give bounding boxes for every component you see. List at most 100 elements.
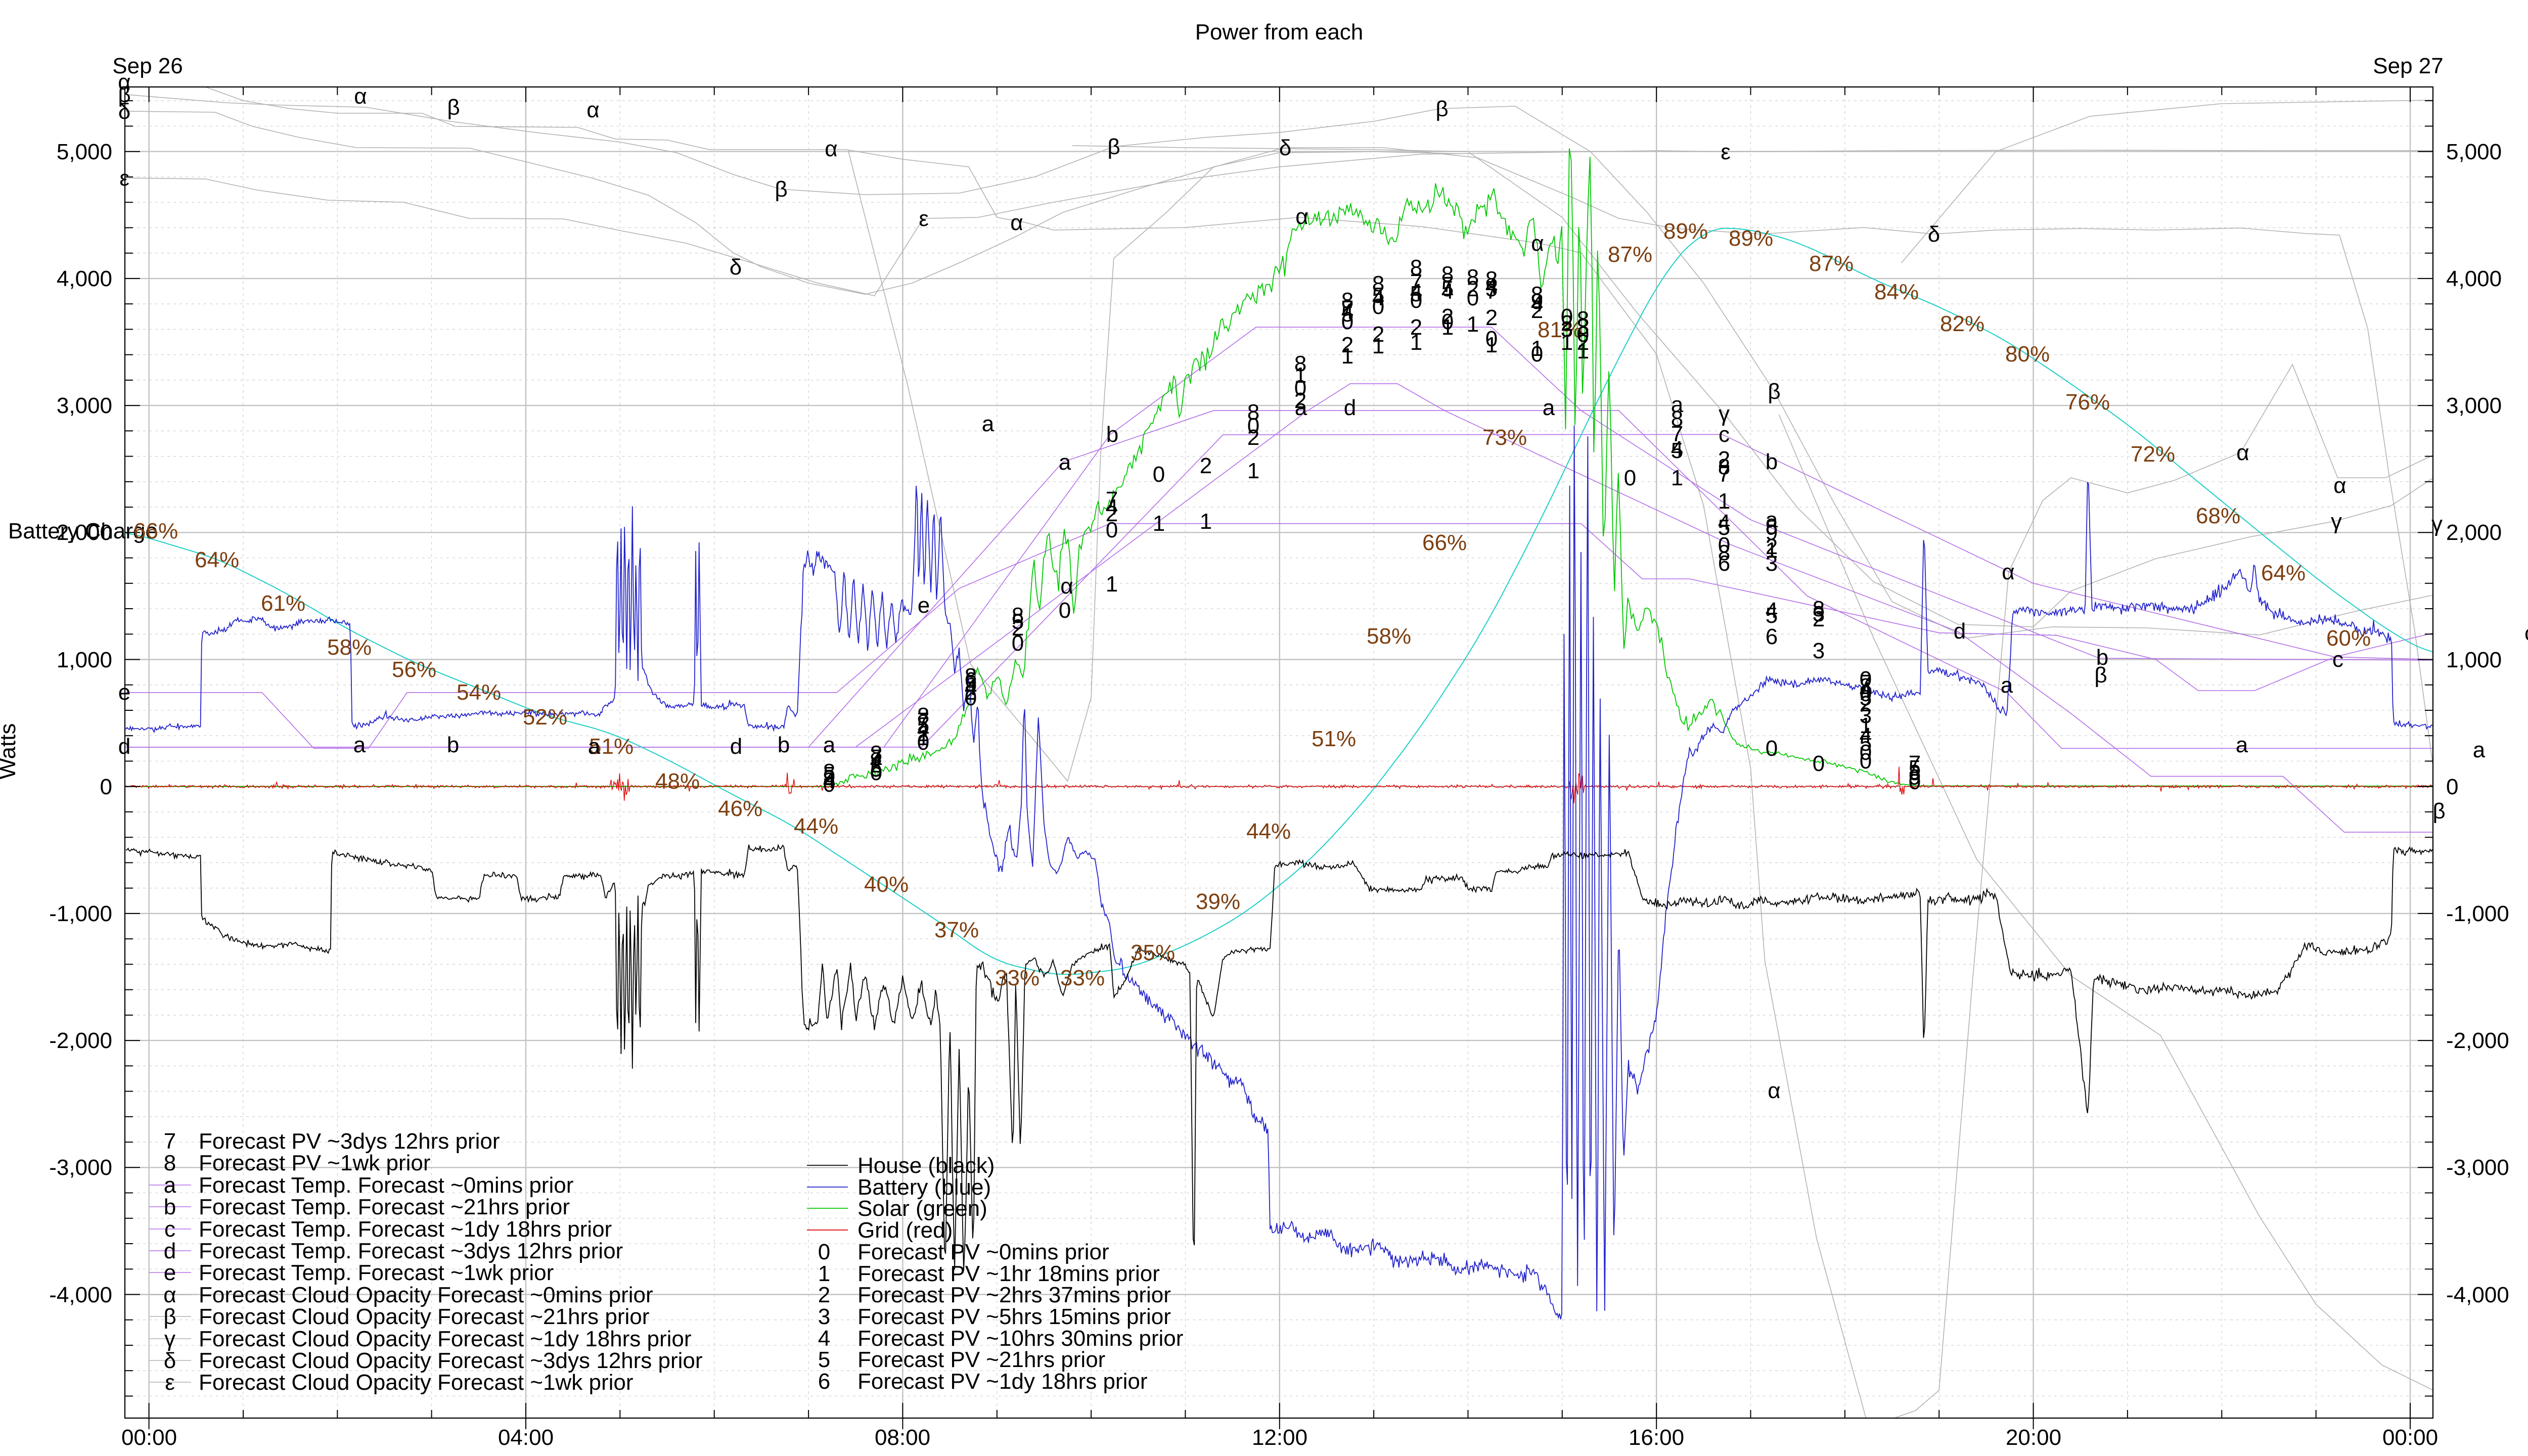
svg-text:4: 4 bbox=[1441, 279, 1454, 304]
svg-text:16:00: 16:00 bbox=[1629, 1425, 1684, 1450]
svg-text:5: 5 bbox=[870, 757, 882, 782]
svg-text:0: 0 bbox=[1860, 749, 1872, 774]
svg-text:58%: 58% bbox=[1367, 624, 1411, 649]
svg-text:1: 1 bbox=[1294, 363, 1306, 388]
svg-text:a: a bbox=[1543, 395, 1555, 420]
svg-text:4: 4 bbox=[1671, 437, 1683, 462]
svg-text:1: 1 bbox=[1106, 572, 1118, 597]
svg-text:β: β bbox=[118, 82, 130, 107]
svg-text:0: 0 bbox=[1247, 414, 1259, 438]
svg-text:1: 1 bbox=[818, 1261, 830, 1286]
svg-text:4: 4 bbox=[870, 749, 882, 774]
svg-text:5: 5 bbox=[1860, 731, 1872, 756]
svg-text:7: 7 bbox=[870, 745, 882, 770]
svg-text:Forecast PV ~5hrs 15mins prior: Forecast PV ~5hrs 15mins prior bbox=[857, 1304, 1171, 1329]
svg-text:1: 1 bbox=[1531, 336, 1543, 361]
svg-text:β: β bbox=[2432, 799, 2445, 824]
svg-text:5: 5 bbox=[1766, 603, 1778, 628]
svg-text:a: a bbox=[2236, 733, 2248, 757]
svg-text:0: 0 bbox=[1909, 769, 1921, 794]
svg-text:4: 4 bbox=[1860, 678, 1872, 703]
svg-text:8: 8 bbox=[1860, 674, 1872, 699]
svg-text:-4,000: -4,000 bbox=[2446, 1283, 2509, 1307]
svg-text:1: 1 bbox=[1200, 509, 1212, 534]
svg-text:2: 2 bbox=[1341, 333, 1353, 357]
svg-text:2: 2 bbox=[1860, 692, 1872, 716]
svg-text:α: α bbox=[1060, 574, 1073, 599]
svg-text:α: α bbox=[1295, 204, 1308, 229]
svg-text:c: c bbox=[1719, 422, 1730, 447]
svg-text:0: 0 bbox=[1341, 309, 1353, 334]
svg-text:5: 5 bbox=[965, 671, 977, 696]
svg-text:5: 5 bbox=[823, 762, 835, 787]
svg-text:8: 8 bbox=[1341, 288, 1353, 313]
svg-text:β: β bbox=[1768, 379, 1780, 404]
svg-text:5: 5 bbox=[1909, 756, 1921, 781]
svg-text:b: b bbox=[1106, 422, 1118, 447]
svg-text:Forecast Temp. Forecast ~0mins: Forecast Temp. Forecast ~0mins prior bbox=[199, 1173, 573, 1198]
svg-text:0: 0 bbox=[1860, 740, 1872, 765]
svg-text:1: 1 bbox=[1485, 333, 1498, 357]
svg-text:Forecast PV ~1dy 18hrs prior: Forecast PV ~1dy 18hrs prior bbox=[857, 1369, 1147, 1394]
svg-text:51%: 51% bbox=[589, 734, 634, 759]
svg-text:5: 5 bbox=[1485, 277, 1498, 301]
svg-text:0: 0 bbox=[1485, 327, 1498, 351]
svg-text:e: e bbox=[164, 1260, 176, 1285]
svg-text:2: 2 bbox=[1718, 447, 1730, 472]
svg-text:δ: δ bbox=[730, 255, 742, 280]
svg-text:0: 0 bbox=[1766, 736, 1778, 761]
svg-text:5: 5 bbox=[1441, 277, 1454, 301]
svg-text:1: 1 bbox=[1860, 713, 1872, 738]
svg-text:0: 0 bbox=[1467, 286, 1479, 310]
svg-text:Forecast PV ~1hr 18mins prior: Forecast PV ~1hr 18mins prior bbox=[857, 1261, 1160, 1286]
svg-text:6: 6 bbox=[1718, 551, 1730, 576]
svg-text:1: 1 bbox=[1153, 511, 1165, 536]
svg-text:0: 0 bbox=[1372, 294, 1384, 319]
svg-text:3: 3 bbox=[1813, 639, 1825, 663]
svg-text:a: a bbox=[353, 733, 366, 757]
svg-text:d: d bbox=[118, 734, 130, 759]
svg-text:Forecast Cloud Opacity Forecas: Forecast Cloud Opacity Forecast ~1wk pri… bbox=[199, 1370, 634, 1395]
svg-text:0: 0 bbox=[1813, 751, 1825, 776]
svg-text:61%: 61% bbox=[261, 591, 305, 616]
svg-text:8: 8 bbox=[965, 664, 977, 689]
svg-text:1: 1 bbox=[1671, 466, 1683, 490]
svg-text:ε: ε bbox=[119, 166, 129, 191]
svg-text:Forecast PV ~2hrs 37mins prior: Forecast PV ~2hrs 37mins prior bbox=[857, 1283, 1171, 1307]
svg-text:2: 2 bbox=[965, 680, 977, 705]
svg-text:2: 2 bbox=[1561, 311, 1573, 336]
svg-text:8: 8 bbox=[1294, 351, 1306, 376]
svg-text:56%: 56% bbox=[392, 657, 436, 682]
svg-text:0: 0 bbox=[1441, 309, 1454, 334]
svg-text:β: β bbox=[1107, 134, 1120, 159]
svg-text:3,000: 3,000 bbox=[2446, 393, 2502, 418]
svg-text:8: 8 bbox=[1718, 540, 1730, 565]
svg-text:α: α bbox=[825, 136, 837, 161]
svg-text:Sep 26: Sep 26 bbox=[112, 54, 183, 78]
svg-text:-1,000: -1,000 bbox=[49, 901, 112, 926]
svg-text:4: 4 bbox=[1410, 280, 1422, 304]
svg-text:Forecast PV ~3dys 12hrs prior: Forecast PV ~3dys 12hrs prior bbox=[199, 1129, 500, 1154]
svg-text:4: 4 bbox=[1106, 495, 1118, 520]
svg-text:7: 7 bbox=[1718, 462, 1730, 487]
svg-text:5: 5 bbox=[1012, 609, 1024, 634]
svg-text:1,000: 1,000 bbox=[2446, 648, 2502, 672]
svg-text:1: 1 bbox=[917, 725, 929, 750]
svg-text:84%: 84% bbox=[1874, 280, 1919, 304]
svg-text:8: 8 bbox=[1718, 454, 1730, 479]
svg-text:8: 8 bbox=[1577, 307, 1589, 332]
svg-text:e: e bbox=[918, 593, 930, 618]
svg-text:ε: ε bbox=[165, 1370, 175, 1395]
svg-text:0: 0 bbox=[1577, 322, 1589, 347]
svg-text:δ: δ bbox=[118, 99, 131, 124]
svg-text:2,000: 2,000 bbox=[2446, 520, 2502, 545]
svg-text:7: 7 bbox=[1410, 270, 1422, 295]
svg-text:44%: 44% bbox=[794, 814, 838, 839]
svg-text:α: α bbox=[118, 70, 130, 95]
svg-text:2: 2 bbox=[1106, 502, 1118, 526]
svg-text:76%: 76% bbox=[2065, 390, 2110, 415]
svg-text:a: a bbox=[1671, 392, 1684, 417]
svg-text:54%: 54% bbox=[457, 680, 501, 705]
svg-text:0: 0 bbox=[1561, 304, 1573, 329]
svg-text:α: α bbox=[2333, 473, 2346, 498]
